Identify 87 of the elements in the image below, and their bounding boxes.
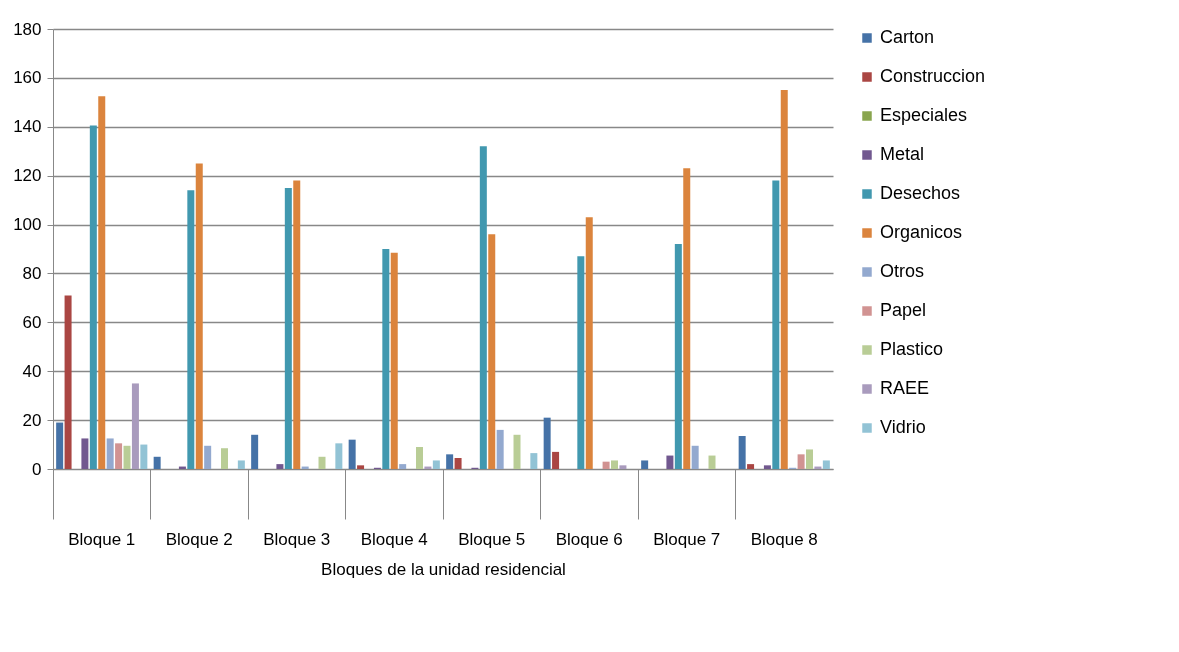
bar [488,234,496,469]
y-tick-label: 0 [32,459,42,479]
legend-label: Papel [880,300,927,320]
bar [780,90,788,469]
legend-label: Organicos [880,222,963,242]
x-tick-label: Bloque 6 [555,529,623,549]
x-axis-title: Bloques de la unidad residencial [321,559,566,579]
bar [123,445,131,469]
legend-label: RAEE [880,378,930,398]
y-tick-label: 60 [22,312,42,332]
bar [763,465,771,469]
legend-label: Metal [880,144,925,164]
legend-label: Otros [880,261,925,281]
bar [552,451,560,469]
bar [293,180,301,469]
bar [98,96,106,469]
x-tick-label: Bloque 8 [750,529,818,549]
x-tick-label: Bloque 7 [653,529,721,549]
y-tick-label: 180 [13,19,42,39]
legend-label: Desechos [880,183,961,203]
legend-label: Vidrio [880,417,926,437]
bar [348,439,356,469]
bar [530,453,538,469]
bar [585,217,593,469]
x-tick-label: Bloque 5 [458,529,526,549]
bar [416,447,424,469]
bar [140,444,148,469]
bar [543,417,551,469]
bar [797,454,805,469]
bar [335,443,343,469]
bar [772,180,780,469]
bar [284,187,292,469]
bar [115,443,123,469]
bar [237,460,245,469]
legend-label: Construccion [880,66,986,86]
y-tick-label: 20 [22,410,42,430]
y-tick-label: 40 [22,361,42,381]
bar [276,464,284,469]
bar [251,434,259,469]
bar [602,461,610,469]
x-tick-label: Bloque 1 [68,529,136,549]
bar [81,438,89,469]
legend-label: Especiales [880,105,968,125]
bar [195,163,203,469]
bar [131,383,139,469]
bar [64,295,72,469]
x-tick-label: Bloque 2 [165,529,233,549]
bar [382,249,390,469]
bar [390,252,398,469]
bar [708,455,716,469]
bar [806,449,814,469]
bar [399,464,407,469]
y-tick-label: 80 [22,263,42,283]
bar [446,454,454,469]
bar [666,455,674,469]
bar [822,460,830,469]
bar [454,458,462,469]
bar [683,168,691,469]
bar [318,456,326,469]
legend-label: Plastico [880,339,944,359]
bar [577,256,585,469]
bar [674,244,682,469]
bar [221,448,229,469]
bar [611,460,619,469]
bar [738,436,746,469]
y-tick-label: 140 [13,117,42,137]
bar [56,422,64,469]
legend-label: Carton [880,27,935,47]
y-tick-label: 100 [13,215,42,235]
bar [153,456,161,469]
bar [479,146,487,469]
bar [89,125,97,469]
bar [619,465,627,469]
bar [432,460,440,469]
y-tick-label: 160 [13,68,42,88]
bar [513,434,521,469]
bar [106,438,114,469]
x-tick-label: Bloque 3 [263,529,331,549]
x-tick-label: Bloque 4 [360,529,428,549]
bar [496,429,504,469]
bar [204,445,212,469]
bar [187,190,195,469]
bar [357,465,365,469]
bar [691,445,699,469]
y-tick-label: 120 [13,166,42,186]
bar [747,464,755,469]
bar [641,460,649,469]
